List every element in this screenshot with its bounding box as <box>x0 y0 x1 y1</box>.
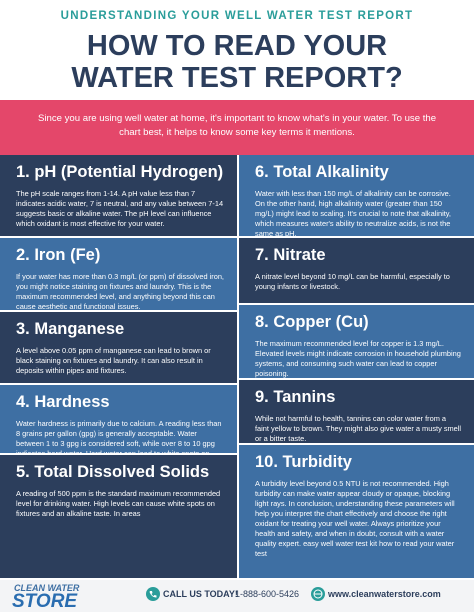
section-title: 8. Copper (Cu) <box>255 313 369 331</box>
subtitle: UNDERSTANDING YOUR WELL WATER TEST REPOR… <box>60 10 414 22</box>
section-title: 2. Iron (Fe) <box>16 246 101 264</box>
phone-icon <box>146 587 160 601</box>
phone: 1-888-600-5426 <box>235 589 300 599</box>
call-label: CALL US TODAY! <box>163 589 238 599</box>
section: 4. Hardness Water hardness is primarily d… <box>0 385 237 468</box>
section-title: 4. Hardness <box>16 393 110 411</box>
section-body: The maximum recommended level for copper… <box>255 339 461 378</box>
footer: CLEAN WATER STORE CALL US TODAY! 1-888-6… <box>0 580 474 612</box>
section-title: 3. Manganese <box>16 320 125 338</box>
section: 10. Turbidity A turbidity level beyond 0.… <box>237 445 474 580</box>
section-body: A turbidity level beyond 0.5 NTU is not … <box>255 479 455 558</box>
section: 9. Tannins While not harmful to health, t… <box>237 380 474 445</box>
logo: CLEAN WATER <box>14 583 80 593</box>
section-title: 6. Total Alkalinity <box>255 163 389 181</box>
section-body: A reading of 500 ppm is the standard max… <box>16 489 221 518</box>
section-title: 10. Turbidity <box>255 453 352 471</box>
section-body: A level above 0.05 ppm of manganese can … <box>16 346 211 375</box>
section-body: Water with less than 150 mg/L of alkalin… <box>255 189 451 238</box>
section-body: A nitrate level beyond 10 mg/L can be ha… <box>255 272 450 291</box>
title: WATER TEST REPORT? <box>71 62 403 94</box>
section: 7. Nitrate A nitrate level beyond 10 mg/L… <box>237 238 474 305</box>
section: 6. Total Alkalinity Water with less than … <box>237 155 474 238</box>
section: 2. Iron (Fe) If your water has more than … <box>0 238 237 312</box>
section-title: 1. pH (Potential Hydrogen) <box>16 163 224 181</box>
title: HOW TO READ YOUR <box>86 30 388 62</box>
section-body: If your water has more than 0.3 mg/L (or… <box>16 272 224 311</box>
section-title: 7. Nitrate <box>255 246 326 264</box>
website: www.cleanwaterstore.com <box>328 589 441 599</box>
section: 5. Total Dissolved Solids A reading of 50… <box>0 455 237 580</box>
section-body: The pH scale ranges from 1-14. A pH valu… <box>16 189 224 228</box>
intro: Since you are using well water at home, … <box>0 100 474 155</box>
section-title: 5. Total Dissolved Solids <box>16 463 210 481</box>
logo: STORE <box>12 591 78 612</box>
globe-icon <box>311 587 325 601</box>
section: 1. pH (Potential Hydrogen) The pH scale r… <box>0 155 237 238</box>
section-body: While not harmful to health, tannins can… <box>255 414 462 443</box>
section: 8. Copper (Cu) The maximum recommended le… <box>237 305 474 380</box>
section-title: 9. Tannins <box>255 388 336 406</box>
section: 3. Manganese A level above 0.05 ppm of ma… <box>0 312 237 385</box>
